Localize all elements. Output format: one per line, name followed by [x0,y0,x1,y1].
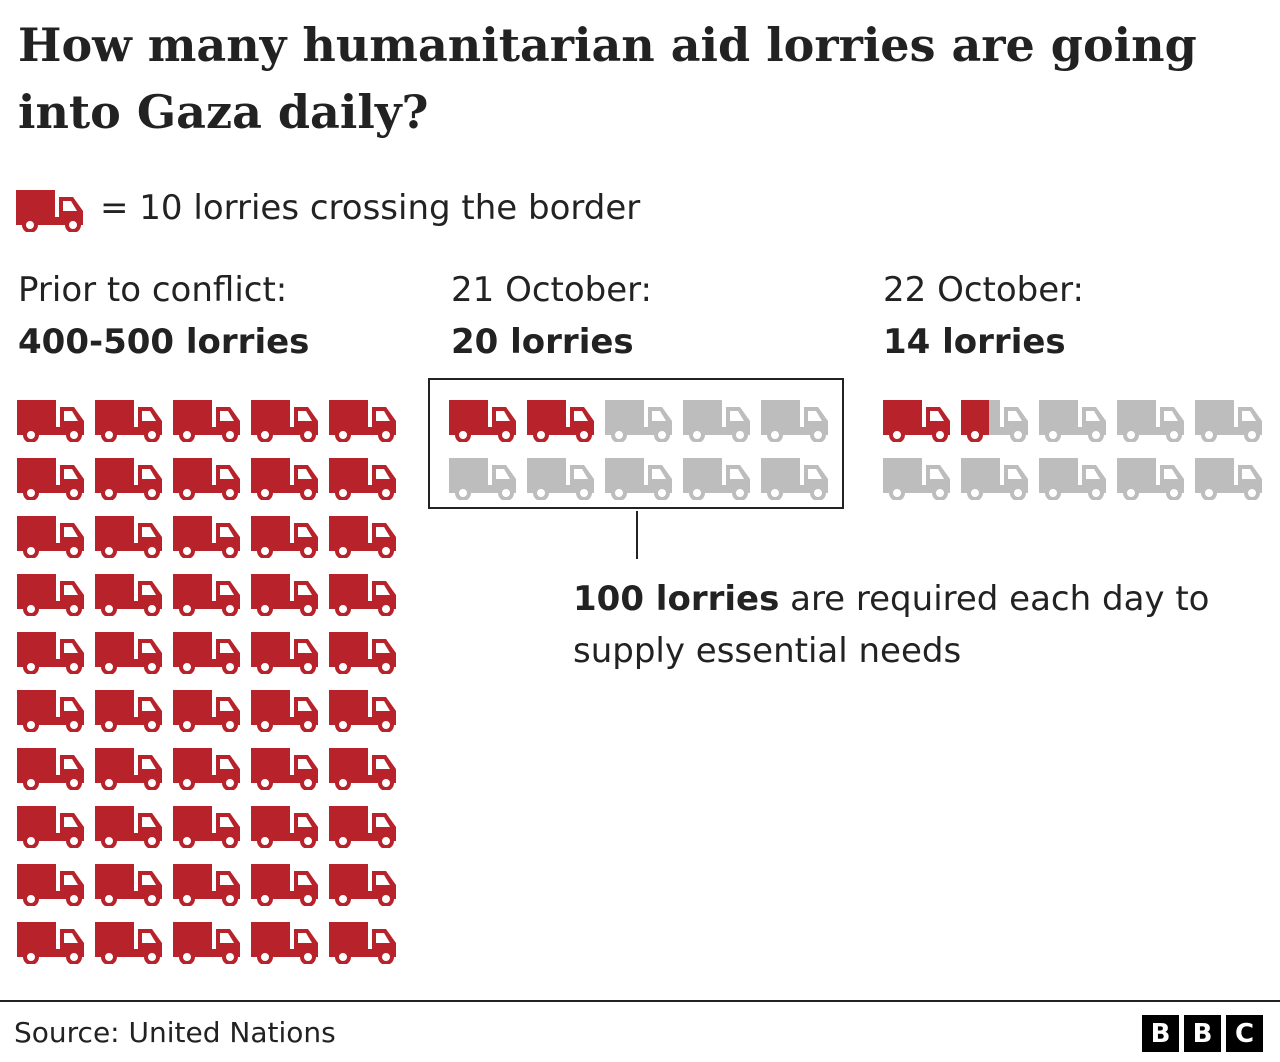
panel-count-prior: 400-500 lorries [18,322,310,362]
lorry-mark [17,690,84,732]
lorry-mark [251,806,318,848]
annotation-leader-line [636,511,638,559]
lorry-mark [95,574,162,616]
lorry-mark [761,400,828,442]
lorry-mark [961,400,1028,442]
lorry-mark [95,748,162,790]
lorry-mark [251,458,318,500]
lorry-mark [329,574,396,616]
lorry-mark [17,632,84,674]
lorry-mark [329,806,396,848]
lorry-mark [17,922,84,964]
lorry-mark [251,922,318,964]
lorry-mark [95,690,162,732]
lorry-mark [17,516,84,558]
lorry-mark [95,806,162,848]
panel-label-21-october: 21 October: [451,270,652,310]
lorry-mark [17,458,84,500]
lorry-mark [761,458,828,500]
lorry-mark [329,922,396,964]
lorry-mark [17,748,84,790]
lorry-mark [449,400,516,442]
lorry-mark [683,458,750,500]
lorry-mark [173,864,240,906]
source-note: Source: United Nations [14,1016,336,1049]
lorry-mark [329,632,396,674]
lorry-mark [173,458,240,500]
lorry-mark [883,400,950,442]
lorry-mark [173,748,240,790]
lorry-mark [329,516,396,558]
lorry-mark [17,400,84,442]
lorry-mark [251,632,318,674]
lorry-mark [173,922,240,964]
panel-count-21-october: 20 lorries [451,322,634,362]
lorry-mark [17,806,84,848]
legend: = 10 lorries crossing the border [16,183,640,233]
bbc-logo: B B C [1142,1015,1263,1052]
lorry-mark [173,806,240,848]
lorry-mark [95,400,162,442]
annotation-text: are required each day to supply essentia… [573,579,1210,671]
lorry-mark [17,864,84,906]
lorry-mark [1039,458,1106,500]
annotation-bold: 100 lorries [573,579,780,619]
lorry-mark [683,400,750,442]
lorry-mark [173,690,240,732]
lorry-mark [961,458,1028,500]
lorry-mark [17,574,84,616]
lorry-mark [1117,400,1184,442]
lorry-mark [329,400,396,442]
lorry-mark [173,400,240,442]
lorry-mark [449,458,516,500]
lorry-mark [251,864,318,906]
lorry-mark [95,864,162,906]
lorry-mark [173,574,240,616]
lorry-mark [95,458,162,500]
footer-rule [0,1000,1280,1002]
lorry-mark [1195,400,1262,442]
lorry-mark [251,748,318,790]
chart-title: How many humanitarian aid lorries are go… [18,18,1197,139]
lorry-mark [251,400,318,442]
panel-count-22-october: 14 lorries [883,322,1066,362]
logo-letter: B [1142,1015,1179,1052]
lorry-mark [605,458,672,500]
lorry-mark [251,690,318,732]
lorry-mark [605,400,672,442]
lorry-mark [1195,458,1262,500]
lorry-mark [173,516,240,558]
lorry-mark [251,574,318,616]
logo-letter: C [1226,1015,1263,1052]
annotation: 100 lorries are required each day to sup… [573,573,1213,677]
lorry-mark [329,748,396,790]
lorry-mark [527,400,594,442]
legend-text: = 10 lorries crossing the border [100,188,641,228]
lorry-mark [1117,458,1184,500]
panel-label-prior: Prior to conflict: [18,270,288,310]
lorry-mark [173,632,240,674]
lorry-mark [883,458,950,500]
lorry-mark [251,516,318,558]
logo-letter: B [1184,1015,1221,1052]
required-highlight-box [428,378,844,509]
lorry-mark [95,632,162,674]
lorry-icon [16,190,83,232]
panel-label-22-october: 22 October: [883,270,1084,310]
lorry-mark [329,864,396,906]
lorry-mark [527,458,594,500]
lorry-mark [1039,400,1106,442]
lorry-mark [95,922,162,964]
lorry-mark [95,516,162,558]
lorry-mark [329,458,396,500]
lorry-mark [329,690,396,732]
